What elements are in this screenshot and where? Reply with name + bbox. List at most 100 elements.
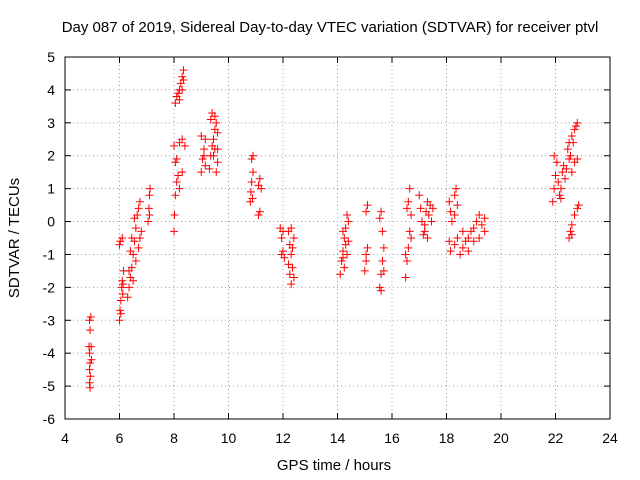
data-point [571, 122, 580, 131]
data-point [428, 204, 437, 213]
data-point [248, 194, 257, 203]
data-point [446, 207, 455, 216]
data-point [118, 234, 127, 242]
data-point [145, 191, 154, 200]
data-point [170, 210, 179, 219]
data-point [453, 234, 462, 242]
data-point [480, 214, 489, 223]
data-point [555, 191, 564, 200]
data-point [137, 227, 146, 236]
data-point [116, 309, 125, 318]
data-point [423, 234, 432, 242]
data-point [566, 151, 575, 160]
data-point [344, 237, 353, 246]
data-point [197, 168, 206, 177]
data-point [416, 204, 425, 213]
data-point [175, 95, 184, 104]
data-point [464, 234, 473, 242]
data-point [401, 273, 410, 282]
data-point [145, 210, 154, 219]
data-point [205, 164, 214, 173]
data-point [131, 224, 140, 233]
data-point [477, 220, 486, 229]
data-point [379, 266, 388, 275]
x-tick-label: 10 [221, 430, 237, 446]
data-point [405, 184, 414, 193]
data-point [247, 155, 256, 164]
x-tick-label: 22 [548, 430, 564, 446]
data-point [453, 201, 462, 210]
data-point [85, 365, 94, 374]
grid-lines [65, 57, 610, 419]
data-point [86, 372, 95, 381]
x-tick-label: 24 [602, 430, 618, 446]
data-point [117, 283, 126, 292]
data-point [206, 115, 215, 124]
y-tick-label: 5 [47, 49, 55, 65]
data-point [118, 276, 127, 285]
data-point [123, 293, 132, 302]
data-point [201, 161, 210, 170]
data-point [562, 164, 571, 173]
data-point [447, 217, 456, 226]
data-point [415, 191, 424, 200]
data-point [475, 210, 484, 219]
data-point [573, 118, 582, 127]
data-point [126, 247, 135, 256]
data-point [338, 253, 347, 262]
data-point [558, 168, 567, 177]
data-point [405, 227, 414, 236]
data-point [127, 234, 136, 242]
data-point [255, 207, 264, 216]
data-point [135, 197, 144, 206]
data-point [254, 210, 263, 219]
data-point [125, 266, 134, 275]
data-point [249, 151, 258, 160]
data-point [480, 227, 489, 236]
data-point [402, 204, 411, 213]
data-point [464, 247, 473, 256]
data-point [375, 214, 384, 223]
data-point [556, 194, 565, 203]
y-tick-label: -3 [43, 312, 56, 328]
data-point [362, 207, 371, 216]
data-point [86, 326, 95, 335]
data-point [87, 355, 96, 364]
data-point [116, 237, 125, 246]
data-point [450, 210, 459, 219]
data-point [377, 286, 386, 295]
x-tick-label: 20 [493, 430, 509, 446]
data-point [134, 243, 143, 252]
y-tick-label: 0 [47, 214, 55, 230]
data-point [86, 312, 95, 321]
data-point [213, 145, 222, 154]
data-point [246, 187, 255, 196]
data-point [116, 306, 125, 315]
data-point [343, 210, 352, 219]
x-axis-title: GPS time / hours [277, 457, 391, 474]
data-point [175, 184, 184, 193]
data-point [287, 280, 296, 289]
x-tick-label: 14 [330, 430, 346, 446]
data-point [284, 260, 293, 269]
y-axis-title: SDTVAR / TECUs [6, 178, 23, 298]
data-point [570, 125, 579, 134]
data-point [563, 145, 572, 154]
data-point [445, 237, 454, 246]
data-point [424, 210, 433, 219]
data-point [178, 72, 187, 81]
data-point [144, 204, 153, 213]
data-point [458, 243, 467, 252]
data-point [172, 178, 181, 187]
chart-title: Day 087 of 2019, Sidereal Day-to-day VTE… [62, 19, 599, 36]
data-point [427, 217, 436, 226]
data-point [118, 289, 127, 298]
data-point [340, 234, 349, 242]
y-tick-label: -1 [43, 246, 56, 262]
data-point [566, 227, 575, 236]
data-point [201, 135, 210, 144]
data-point [119, 280, 128, 289]
data-point [446, 247, 455, 256]
y-tick-label: 2 [47, 148, 55, 164]
